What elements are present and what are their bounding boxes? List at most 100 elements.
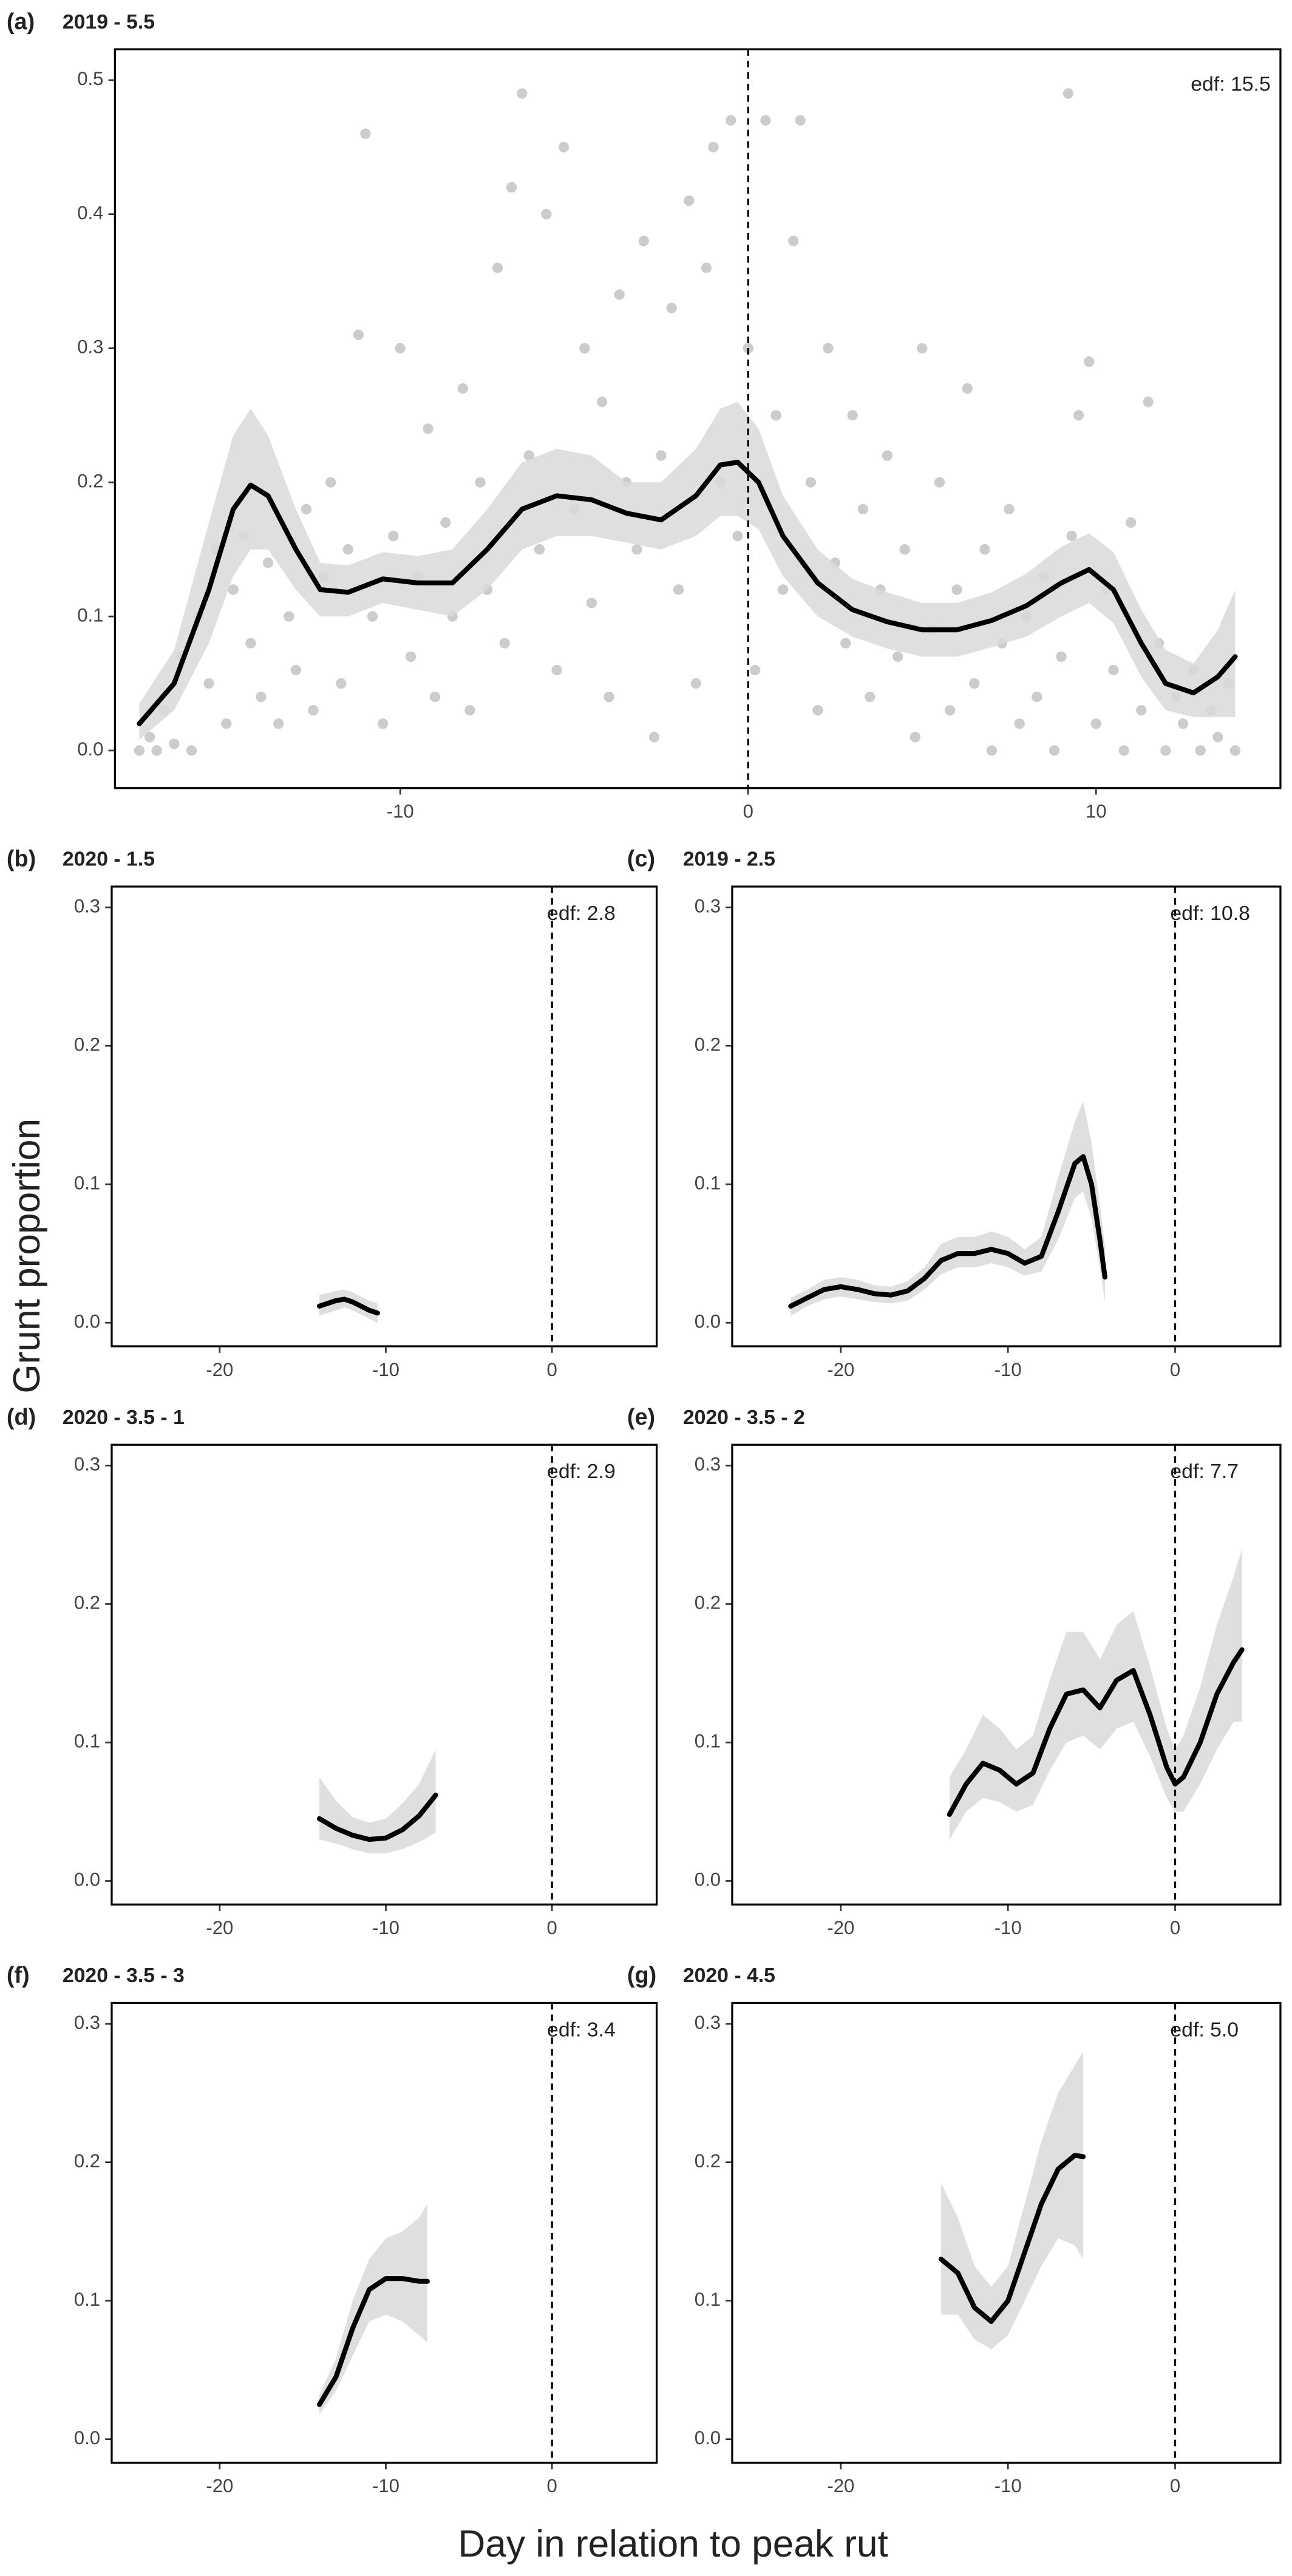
- panel-label: (g): [627, 1963, 656, 1988]
- x-tick-label: 0: [1170, 1917, 1180, 1938]
- y-tick-label: 0.1: [77, 604, 103, 625]
- y-tick-label: 0.0: [695, 1869, 721, 1890]
- y-tick-label: 0.0: [74, 2427, 100, 2448]
- smooth-line: [947, 1647, 1245, 1818]
- point: [1195, 745, 1206, 756]
- panel-frame: [110, 885, 658, 1348]
- point: [934, 477, 945, 488]
- point: [1066, 530, 1077, 542]
- point: [684, 195, 695, 206]
- point: [506, 182, 517, 193]
- point: [1229, 745, 1241, 756]
- y-tick-label: 0.2: [695, 1034, 721, 1055]
- y-tick-label: 0.3: [74, 895, 100, 916]
- y-tick-label: 0.3: [695, 1454, 721, 1475]
- y-tick-label: 0.0: [74, 1869, 100, 1890]
- y-tick-label: 0.2: [74, 1034, 100, 1055]
- panel-title: 2019 - 5.5: [63, 10, 155, 33]
- point: [245, 638, 256, 649]
- point: [701, 262, 712, 273]
- point: [1084, 356, 1095, 367]
- point: [909, 732, 920, 743]
- y-tick-label: 0.0: [74, 1310, 100, 1332]
- point: [795, 115, 806, 126]
- point: [1014, 718, 1025, 729]
- y-tick-label: 0.0: [77, 738, 103, 760]
- confidence-band: [319, 1289, 378, 1323]
- point: [353, 329, 364, 341]
- annotation: edf: 15.5: [1191, 73, 1270, 96]
- annotation: edf: 7.7: [1170, 1460, 1239, 1483]
- y-tick-label: 0.3: [695, 895, 721, 916]
- point: [648, 732, 660, 743]
- point: [708, 141, 719, 152]
- panel: (e) 2020 - 3.5 - 2 0.0 0.1 0.2 0.3 -20 -10 0 edf:…: [627, 1405, 1282, 1938]
- plot-area: [316, 2204, 430, 2414]
- annotation: edf: 5.0: [1170, 2018, 1239, 2041]
- confidence-band: [319, 2204, 427, 2414]
- panel-title: 2020 - 3.5 - 2: [683, 1406, 805, 1429]
- panel-frame: [110, 2002, 658, 2464]
- point: [725, 115, 736, 126]
- smooth-line: [316, 2276, 430, 2407]
- point: [558, 141, 570, 152]
- point: [134, 745, 145, 756]
- y-tick-label: 0.2: [77, 471, 103, 492]
- point: [805, 477, 817, 488]
- y-tick-label: 0.3: [77, 336, 103, 358]
- smooth-line: [137, 460, 1238, 726]
- confidence-band: [949, 1549, 1242, 1840]
- smooth-line: [788, 1154, 1107, 1309]
- point: [732, 530, 743, 542]
- point: [1125, 517, 1137, 528]
- annotation: edf: 2.8: [547, 902, 616, 925]
- x-tick-label: -10: [372, 1917, 399, 1938]
- x-tick-label: -10: [994, 1359, 1022, 1380]
- point: [367, 611, 378, 622]
- plot-area: [788, 1101, 1107, 1316]
- x-tick-label: -10: [387, 801, 414, 822]
- x-tick-label: 0: [547, 1917, 557, 1938]
- panel-title: 2020 - 3.5 - 1: [63, 1406, 185, 1429]
- point: [1160, 745, 1171, 756]
- point: [812, 705, 823, 716]
- point: [457, 383, 469, 394]
- point: [865, 691, 875, 703]
- panel-title: 2020 - 4.5: [683, 1964, 775, 1987]
- point: [475, 477, 486, 488]
- panel-title: 2020 - 1.5: [63, 848, 155, 871]
- point: [464, 705, 475, 716]
- panel-frame: [731, 885, 1282, 1348]
- point: [325, 477, 336, 488]
- point: [290, 664, 301, 676]
- point: [336, 678, 347, 689]
- point: [823, 342, 834, 354]
- y-tick-label: 0.2: [74, 2150, 100, 2172]
- x-axis-label: Day in relation to peak rut: [458, 2523, 888, 2565]
- point: [596, 397, 608, 407]
- smooth-line: [316, 1793, 438, 1842]
- point: [840, 638, 851, 649]
- annotation: edf: 2.9: [547, 1460, 616, 1483]
- point: [951, 584, 962, 595]
- point: [882, 450, 893, 461]
- point: [301, 503, 312, 515]
- x-tick-label: -20: [827, 1359, 854, 1380]
- x-tick-label: 0: [1170, 2475, 1180, 2496]
- y-tick-label: 0.0: [695, 2427, 721, 2448]
- plot-area: [939, 2051, 1086, 2349]
- point: [405, 651, 416, 663]
- y-tick-label: 0.1: [695, 1731, 721, 1752]
- panel-label: (b): [7, 847, 36, 872]
- point: [169, 738, 180, 749]
- point: [203, 678, 214, 689]
- point: [586, 598, 597, 608]
- point: [777, 584, 789, 595]
- y-tick-label: 0.2: [695, 2150, 721, 2172]
- y-axis-label: Grunt proportion: [6, 1119, 48, 1394]
- annotation: edf: 3.4: [547, 2018, 616, 2041]
- point: [186, 745, 197, 756]
- point: [892, 651, 903, 663]
- point: [151, 745, 162, 756]
- y-tick-label: 0.1: [695, 1172, 721, 1193]
